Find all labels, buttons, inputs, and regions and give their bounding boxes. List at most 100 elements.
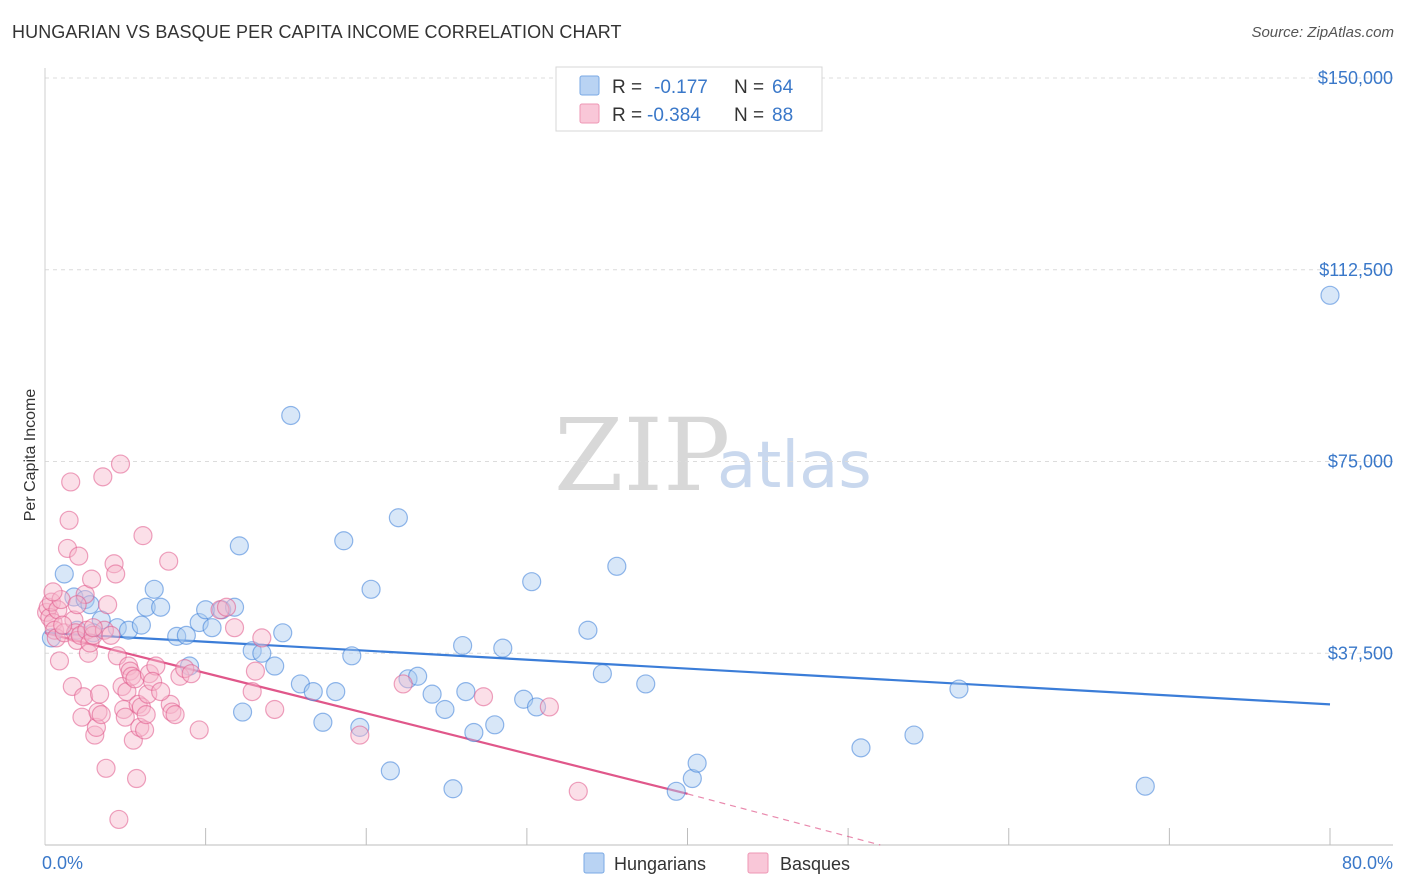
hungarians-point: [388, 508, 408, 528]
hungarians-point: [522, 572, 542, 592]
hungarians-point: [265, 656, 285, 676]
basques-point: [245, 661, 266, 681]
data-points: [37, 285, 1340, 830]
basques-point: [115, 707, 135, 727]
basques-point: [159, 551, 179, 571]
series-legend: Hungarians Basques: [583, 852, 850, 874]
hungarians-point: [592, 664, 612, 684]
legend-n-label-2: N =: [734, 105, 764, 126]
hungarians-point: [949, 679, 969, 699]
hungarians-swatch: [579, 75, 600, 96]
y-tick-label: $37,500: [1328, 643, 1393, 663]
hungarians-point: [151, 597, 171, 617]
basques-trend-line: [44, 631, 688, 795]
basques-point: [109, 809, 129, 830]
hungarians-point: [464, 722, 484, 743]
basques-point: [67, 595, 87, 615]
basques-point: [86, 717, 107, 737]
basques-trend-extension: [687, 793, 881, 846]
hungarians-point: [435, 699, 455, 720]
x-tick-label-max: 80.0%: [1342, 853, 1393, 873]
hungarians-point: [607, 556, 627, 576]
basques-swatch: [579, 103, 600, 124]
hungarians-point: [682, 768, 702, 789]
hungarians-point: [232, 702, 253, 722]
basques-point: [252, 628, 272, 648]
stats-legend: R = -0.177 N = 64 R = -0.384 N = 88: [555, 66, 823, 132]
basques-point: [126, 768, 147, 789]
legend-hungarians-swatch: [583, 852, 605, 874]
hungarians-point: [1320, 285, 1340, 305]
hungarians-point: [687, 753, 707, 773]
basques-point: [350, 725, 370, 745]
basques-point: [69, 546, 89, 566]
legend-r-value-1: -0.177: [654, 77, 708, 98]
basques-point: [165, 705, 185, 725]
basques-point: [151, 681, 171, 702]
legend-n-label-1: N =: [734, 77, 764, 98]
hungarians-point: [904, 725, 924, 745]
basques-point: [128, 694, 148, 714]
source-label: Source: ZipAtlas.com: [1251, 24, 1394, 41]
basques-point: [216, 597, 237, 617]
trend-lines: [44, 631, 1331, 846]
hungarians-point: [41, 628, 62, 648]
legend-basques-swatch: [747, 852, 769, 874]
legend-n-value-1: 64: [772, 77, 794, 98]
hungarians-point: [422, 684, 442, 704]
hungarians-point: [167, 626, 187, 646]
basques-point: [49, 651, 70, 671]
basques-point: [91, 705, 111, 725]
hungarians-point: [136, 597, 156, 617]
basques-point: [189, 720, 209, 740]
basques-point: [143, 671, 163, 691]
hungarians-point: [578, 620, 598, 640]
hungarians-point: [1135, 776, 1155, 796]
basques-point: [134, 720, 155, 740]
y-tick-label: $112,500: [1319, 260, 1393, 280]
basques-point: [146, 656, 166, 676]
hungarians-point: [131, 615, 151, 635]
basques-point: [94, 620, 115, 640]
hungarians-trend-line: [44, 631, 1331, 706]
hungarians-point: [326, 681, 346, 702]
watermark-zip: ZIP: [554, 397, 730, 514]
basques-point: [83, 618, 103, 638]
hungarians-point: [666, 781, 686, 801]
basques-point: [90, 684, 110, 704]
basques-point: [224, 618, 245, 638]
hungarians-point: [453, 635, 473, 656]
hungarians-point: [313, 712, 333, 732]
basques-point: [473, 687, 494, 707]
gridlines: [45, 77, 1393, 654]
basques-point: [85, 725, 105, 745]
hungarians-point: [196, 600, 216, 620]
chart-title: HUNGARIAN VS BASQUE PER CAPITA INCOME CO…: [12, 22, 622, 42]
basques-point: [568, 781, 588, 801]
basques-point: [48, 600, 68, 620]
watermark-atlas: atlas: [717, 429, 872, 503]
basques-point: [175, 658, 195, 679]
hungarians-point: [144, 579, 164, 599]
basques-point: [78, 643, 98, 663]
basques-point: [93, 467, 113, 487]
basques-point: [136, 705, 156, 725]
hungarians-point: [485, 715, 505, 735]
basques-point: [265, 699, 285, 720]
basques-point: [110, 454, 131, 474]
hungarians-point: [456, 681, 476, 702]
legend-r-label-2: R =: [612, 105, 642, 126]
hungarians-point: [54, 564, 74, 584]
basques-point: [81, 569, 102, 589]
hungarians-point: [202, 618, 222, 638]
hungarians-point: [334, 531, 354, 551]
basques-point: [59, 510, 79, 530]
y-tick-labels: $37,500 $75,000 $112,500 $150,000: [1318, 68, 1393, 663]
basques-point: [101, 625, 121, 645]
x-tick-labels: 0.0% 80.0%: [42, 853, 1393, 873]
hungarians-point: [281, 405, 301, 426]
basques-point: [98, 595, 118, 615]
hungarians-point: [361, 579, 381, 599]
hungarians-point: [342, 646, 362, 666]
